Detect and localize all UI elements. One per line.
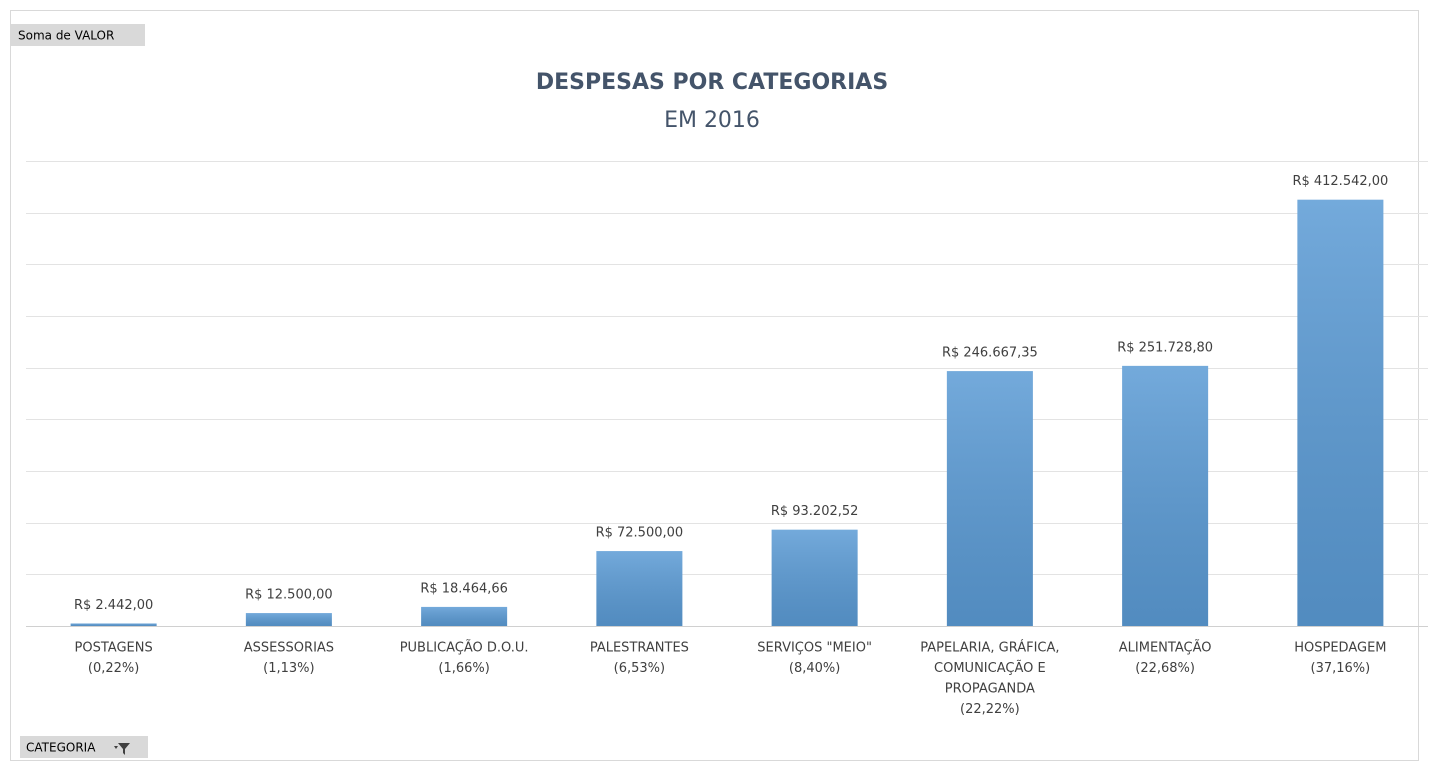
bar-shade [245,613,332,626]
x-tick-label: ALIMENTAÇÃO [1119,640,1212,656]
x-tick-label: HOSPEDAGEM [1294,641,1386,656]
bar-shade [1122,365,1209,626]
data-label: R$ 18.464,66 [420,581,508,596]
x-tick-label: PAPELARIA, GRÁFICA, [920,640,1059,656]
x-tick-label: SERVIÇOS "MEIO" [757,641,872,656]
chart-subtitle: EM 2016 [664,108,760,133]
x-tick-label: PROPAGANDA [945,682,1035,697]
x-tick-label: (1,66%) [438,661,489,676]
filter-icon [118,743,130,755]
x-tick-label: POSTAGENS [75,641,153,656]
x-tick-label: ASSESSORIAS [244,641,334,656]
bar-shade [596,551,683,626]
data-label: R$ 72.500,00 [596,526,684,541]
button-bg [11,24,145,46]
x-tick-label: (8,40%) [789,661,840,676]
data-label: R$ 246.667,35 [942,346,1038,361]
dropdown-icon [114,746,118,749]
data-label: R$ 12.500,00 [245,588,333,603]
bar-shade [771,529,858,626]
x-tick-label: (6,53%) [614,661,665,676]
button-bg [20,736,148,758]
data-label: R$ 412.542,00 [1292,174,1388,189]
x-tick-label: PUBLICAÇÃO D.O.U. [400,640,529,656]
data-label: R$ 93.202,52 [771,504,859,519]
x-tick-label: (37,16%) [1311,661,1371,676]
x-tick-label: PALESTRANTES [590,641,689,656]
axis-field-button[interactable]: CATEGORIA [20,736,148,758]
button-label: Soma de VALOR [18,29,114,43]
data-label: R$ 2.442,00 [74,598,153,613]
x-tick-label: (22,22%) [960,702,1020,717]
button-label: CATEGORIA [26,741,96,755]
x-tick-label: (22,68%) [1135,661,1195,676]
bar-shade [421,606,508,626]
data-label: R$ 251.728,80 [1117,340,1213,355]
x-tick-label: COMUNICAÇÃO E [934,660,1046,676]
chart-title: DESPESAS POR CATEGORIAS [536,70,888,95]
bar-shade [1297,199,1384,626]
x-tick-label: (1,13%) [263,661,314,676]
value-field-button[interactable]: Soma de VALOR [11,24,145,46]
bar-shade [70,623,157,626]
bar-shade [946,371,1033,626]
x-tick-label: (0,22%) [88,661,139,676]
